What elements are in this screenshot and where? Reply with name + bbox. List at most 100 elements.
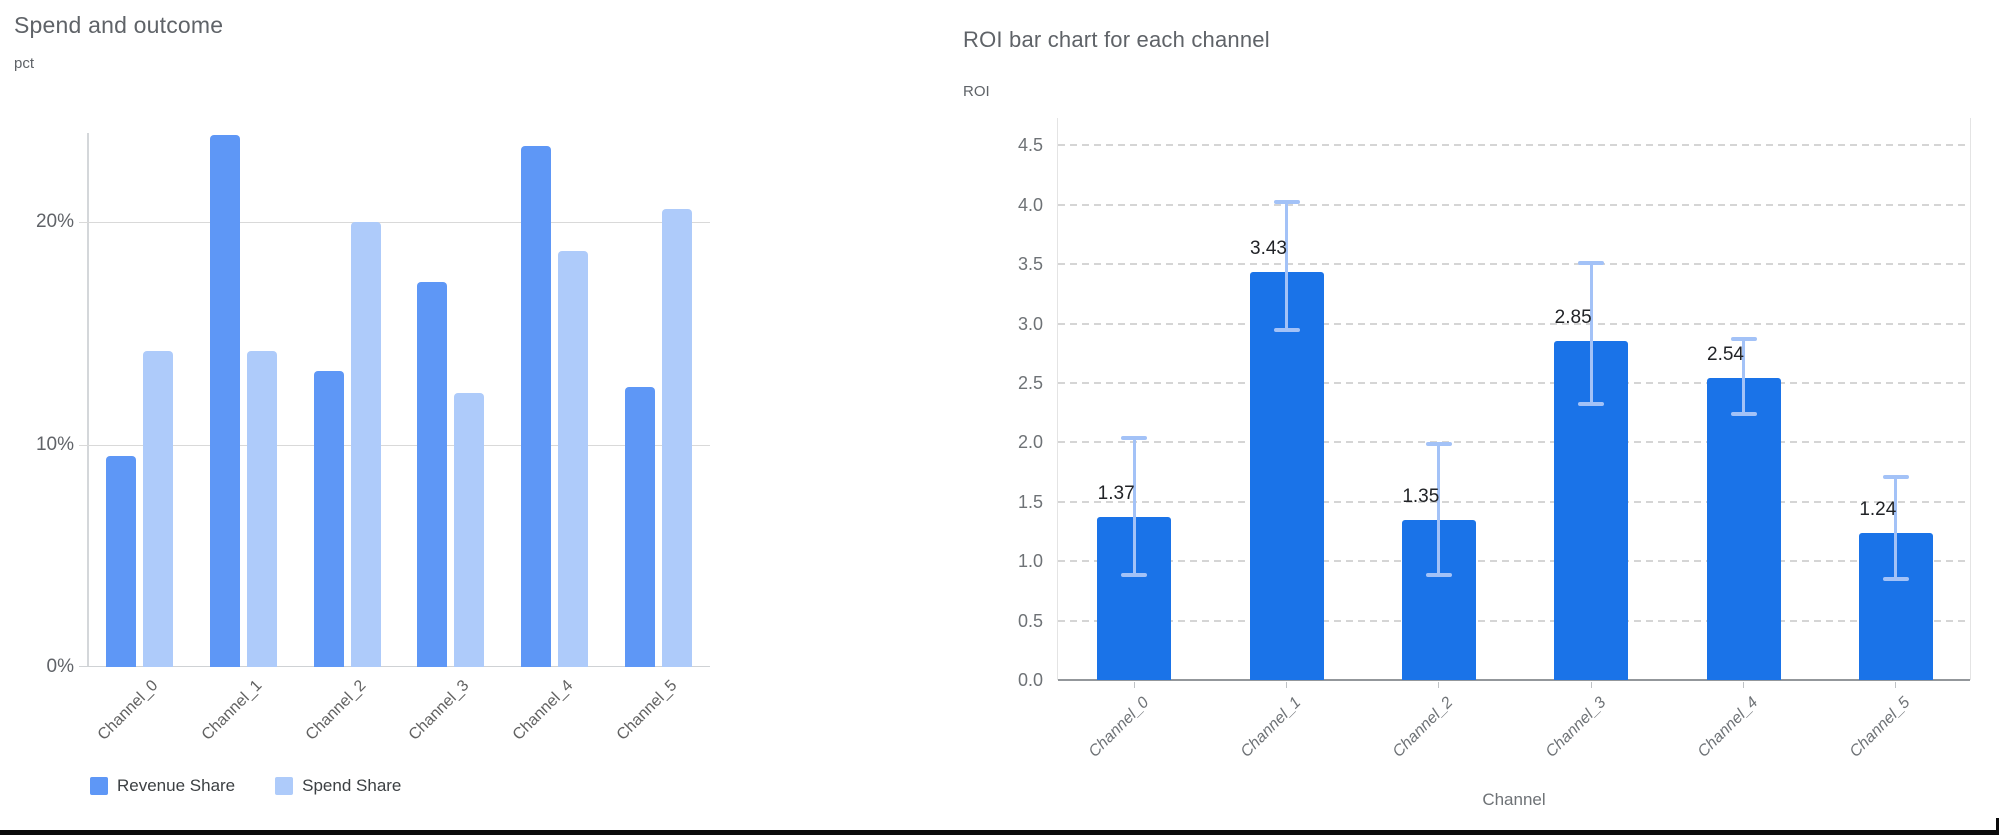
left-gridline	[79, 444, 710, 446]
left-y-axis-title: pct	[14, 55, 35, 72]
roi-bar[interactable]	[1706, 378, 1781, 680]
right-x-tick-label: Channel_3	[1542, 694, 1610, 761]
right-x-tick-mark	[1743, 682, 1744, 688]
left-x-tick-label: Channel_0	[95, 677, 162, 744]
left-bar-revenue-share[interactable]	[313, 371, 344, 667]
right-y-tick-label: 1.5	[1017, 491, 1043, 512]
roi-value-label: 1.35	[1402, 485, 1440, 507]
right-gridline	[1058, 203, 1970, 206]
right-plot-area: 1.37 Channel_0 3.43 Channel_1 1.35 Channel_2 2…	[1057, 118, 1971, 761]
left-bar-revenue-share[interactable]	[417, 282, 448, 667]
legend-label: Revenue Share	[117, 776, 236, 795]
error-bar-line	[1132, 437, 1136, 576]
right-x-tick-label: Channel_2	[1390, 694, 1457, 761]
right-gridline	[1058, 441, 1970, 444]
left-y-tick-label: 20%	[35, 211, 74, 232]
roi-bar[interactable]	[1249, 272, 1324, 680]
right-x-tick-mark	[1590, 682, 1592, 688]
right-x-tick-mark	[1286, 682, 1287, 688]
right-baseline	[1058, 679, 1970, 681]
left-bar-revenue-share[interactable]	[521, 146, 551, 667]
right-x-tick-label: Channel_4	[1694, 694, 1762, 761]
right-gridline	[1058, 144, 1970, 147]
left-bar-spend-share[interactable]	[247, 351, 277, 667]
right-gridline	[1058, 500, 1970, 503]
right-y-tick-label: 4.0	[1017, 194, 1043, 215]
left-y-axis-labels: 0% 10% 20%	[14, 133, 74, 677]
error-bar-cap-bottom	[1882, 577, 1909, 582]
legend-swatch	[90, 777, 108, 795]
left-x-tick-label: Channel_2	[302, 677, 370, 744]
right-x-tick-label: Channel_5	[1847, 694, 1914, 761]
left-x-tick-label: Channel_4	[509, 677, 577, 744]
legend-label: Spend Share	[302, 776, 402, 795]
right-y-axis-labels: 0.0 0.5 1.0 1.5 2.0 2.5 3.0 3.5 4.0 4.5	[983, 118, 1043, 690]
error-bar-cap-top	[1882, 474, 1909, 479]
roi-value-label: 2.54	[1707, 344, 1744, 366]
right-gridline	[1058, 322, 1970, 325]
left-bar-spend-share[interactable]	[350, 222, 381, 667]
right-gridline	[1058, 560, 1970, 563]
left-bar-revenue-share[interactable]	[106, 455, 137, 667]
right-gridline	[1058, 619, 1970, 622]
right-chart-title: ROI bar chart for each channel	[963, 27, 1270, 52]
roi-value-label: 1.37	[1097, 483, 1135, 505]
window-bottom-border	[0, 830, 1999, 835]
left-baseline	[79, 666, 710, 667]
roi-value-label: 2.85	[1554, 307, 1592, 329]
right-gridline	[1058, 381, 1970, 384]
right-y-tick-label: 3.5	[1017, 254, 1043, 275]
error-bar-cap-top	[1730, 337, 1757, 341]
left-bar-spend-share[interactable]	[143, 351, 174, 667]
left-y-tick-label: 0%	[46, 656, 74, 677]
right-y-tick-label: 0.5	[1017, 610, 1043, 631]
right-x-tick-mark	[1895, 682, 1897, 688]
legend-item[interactable]: Revenue Share	[90, 776, 235, 796]
legend-item[interactable]: Spend Share	[275, 776, 401, 796]
error-bar-cap-bottom	[1425, 573, 1452, 578]
left-x-tick-label: Channel_1	[198, 677, 266, 744]
roi-value-label: 1.24	[1859, 498, 1897, 520]
left-bar-revenue-share[interactable]	[624, 386, 655, 667]
right-x-tick-mark	[1438, 682, 1440, 688]
roi-value-label: 3.43	[1250, 238, 1287, 260]
right-x-tick-label: Channel_1	[1237, 694, 1305, 761]
right-x-axis-title: Channel	[1482, 790, 1546, 809]
right-y-tick-label: 2.5	[1017, 372, 1043, 393]
legend-swatch	[275, 777, 294, 795]
left-bar-spend-share[interactable]	[558, 250, 588, 667]
left-y-tick-label: 10%	[35, 433, 74, 455]
left-bar-spend-share[interactable]	[454, 393, 485, 667]
right-x-tick-label: Channel_0	[1085, 694, 1153, 761]
left-gridline	[79, 222, 710, 223]
error-bar-cap-bottom	[1730, 411, 1757, 416]
right-y-axis-title: ROI	[963, 83, 990, 100]
left-chart-title: Spend and outcome	[14, 12, 224, 38]
error-bar-cap-top	[1578, 260, 1605, 265]
left-plot-area: Channel_0 Channel_1 Channel_2 Channel_3 Chan…	[79, 133, 710, 744]
error-bar-line	[1742, 339, 1745, 414]
error-bar-cap-top	[1121, 435, 1148, 440]
right-x-tick-mark	[1133, 682, 1135, 688]
error-bar-cap-bottom	[1273, 327, 1300, 332]
left-x-tick-label: Channel_5	[613, 677, 681, 744]
left-bar-revenue-share[interactable]	[210, 135, 240, 667]
right-y-tick-label: 0.0	[1017, 670, 1043, 690]
right-y-tick-label: 1.0	[1017, 551, 1043, 572]
right-y-tick-label: 4.5	[1017, 135, 1043, 156]
left-y-axis-line	[87, 133, 89, 667]
error-bar-line	[1589, 262, 1593, 405]
error-bar-cap-top	[1425, 441, 1452, 446]
error-bar-cap-bottom	[1578, 402, 1605, 407]
right-y-tick-label: 2.0	[1017, 432, 1043, 453]
left-x-tick-label: Channel_3	[406, 677, 473, 744]
error-bar-cap-bottom	[1121, 573, 1148, 578]
left-bar-spend-share[interactable]	[661, 208, 692, 667]
error-bar-line	[1437, 443, 1441, 576]
right-y-tick-label: 3.0	[1017, 313, 1043, 334]
window-edge-stub	[1996, 818, 1999, 830]
error-bar-line	[1894, 476, 1898, 580]
error-bar-line	[1285, 202, 1288, 330]
right-gridline	[1058, 263, 1970, 266]
